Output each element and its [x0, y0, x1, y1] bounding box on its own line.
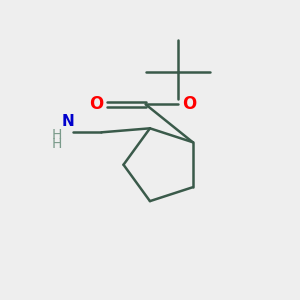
Text: O: O: [88, 95, 103, 113]
Text: H: H: [51, 128, 62, 142]
Text: O: O: [182, 95, 197, 113]
Text: N: N: [61, 114, 74, 129]
Text: H: H: [51, 136, 62, 151]
